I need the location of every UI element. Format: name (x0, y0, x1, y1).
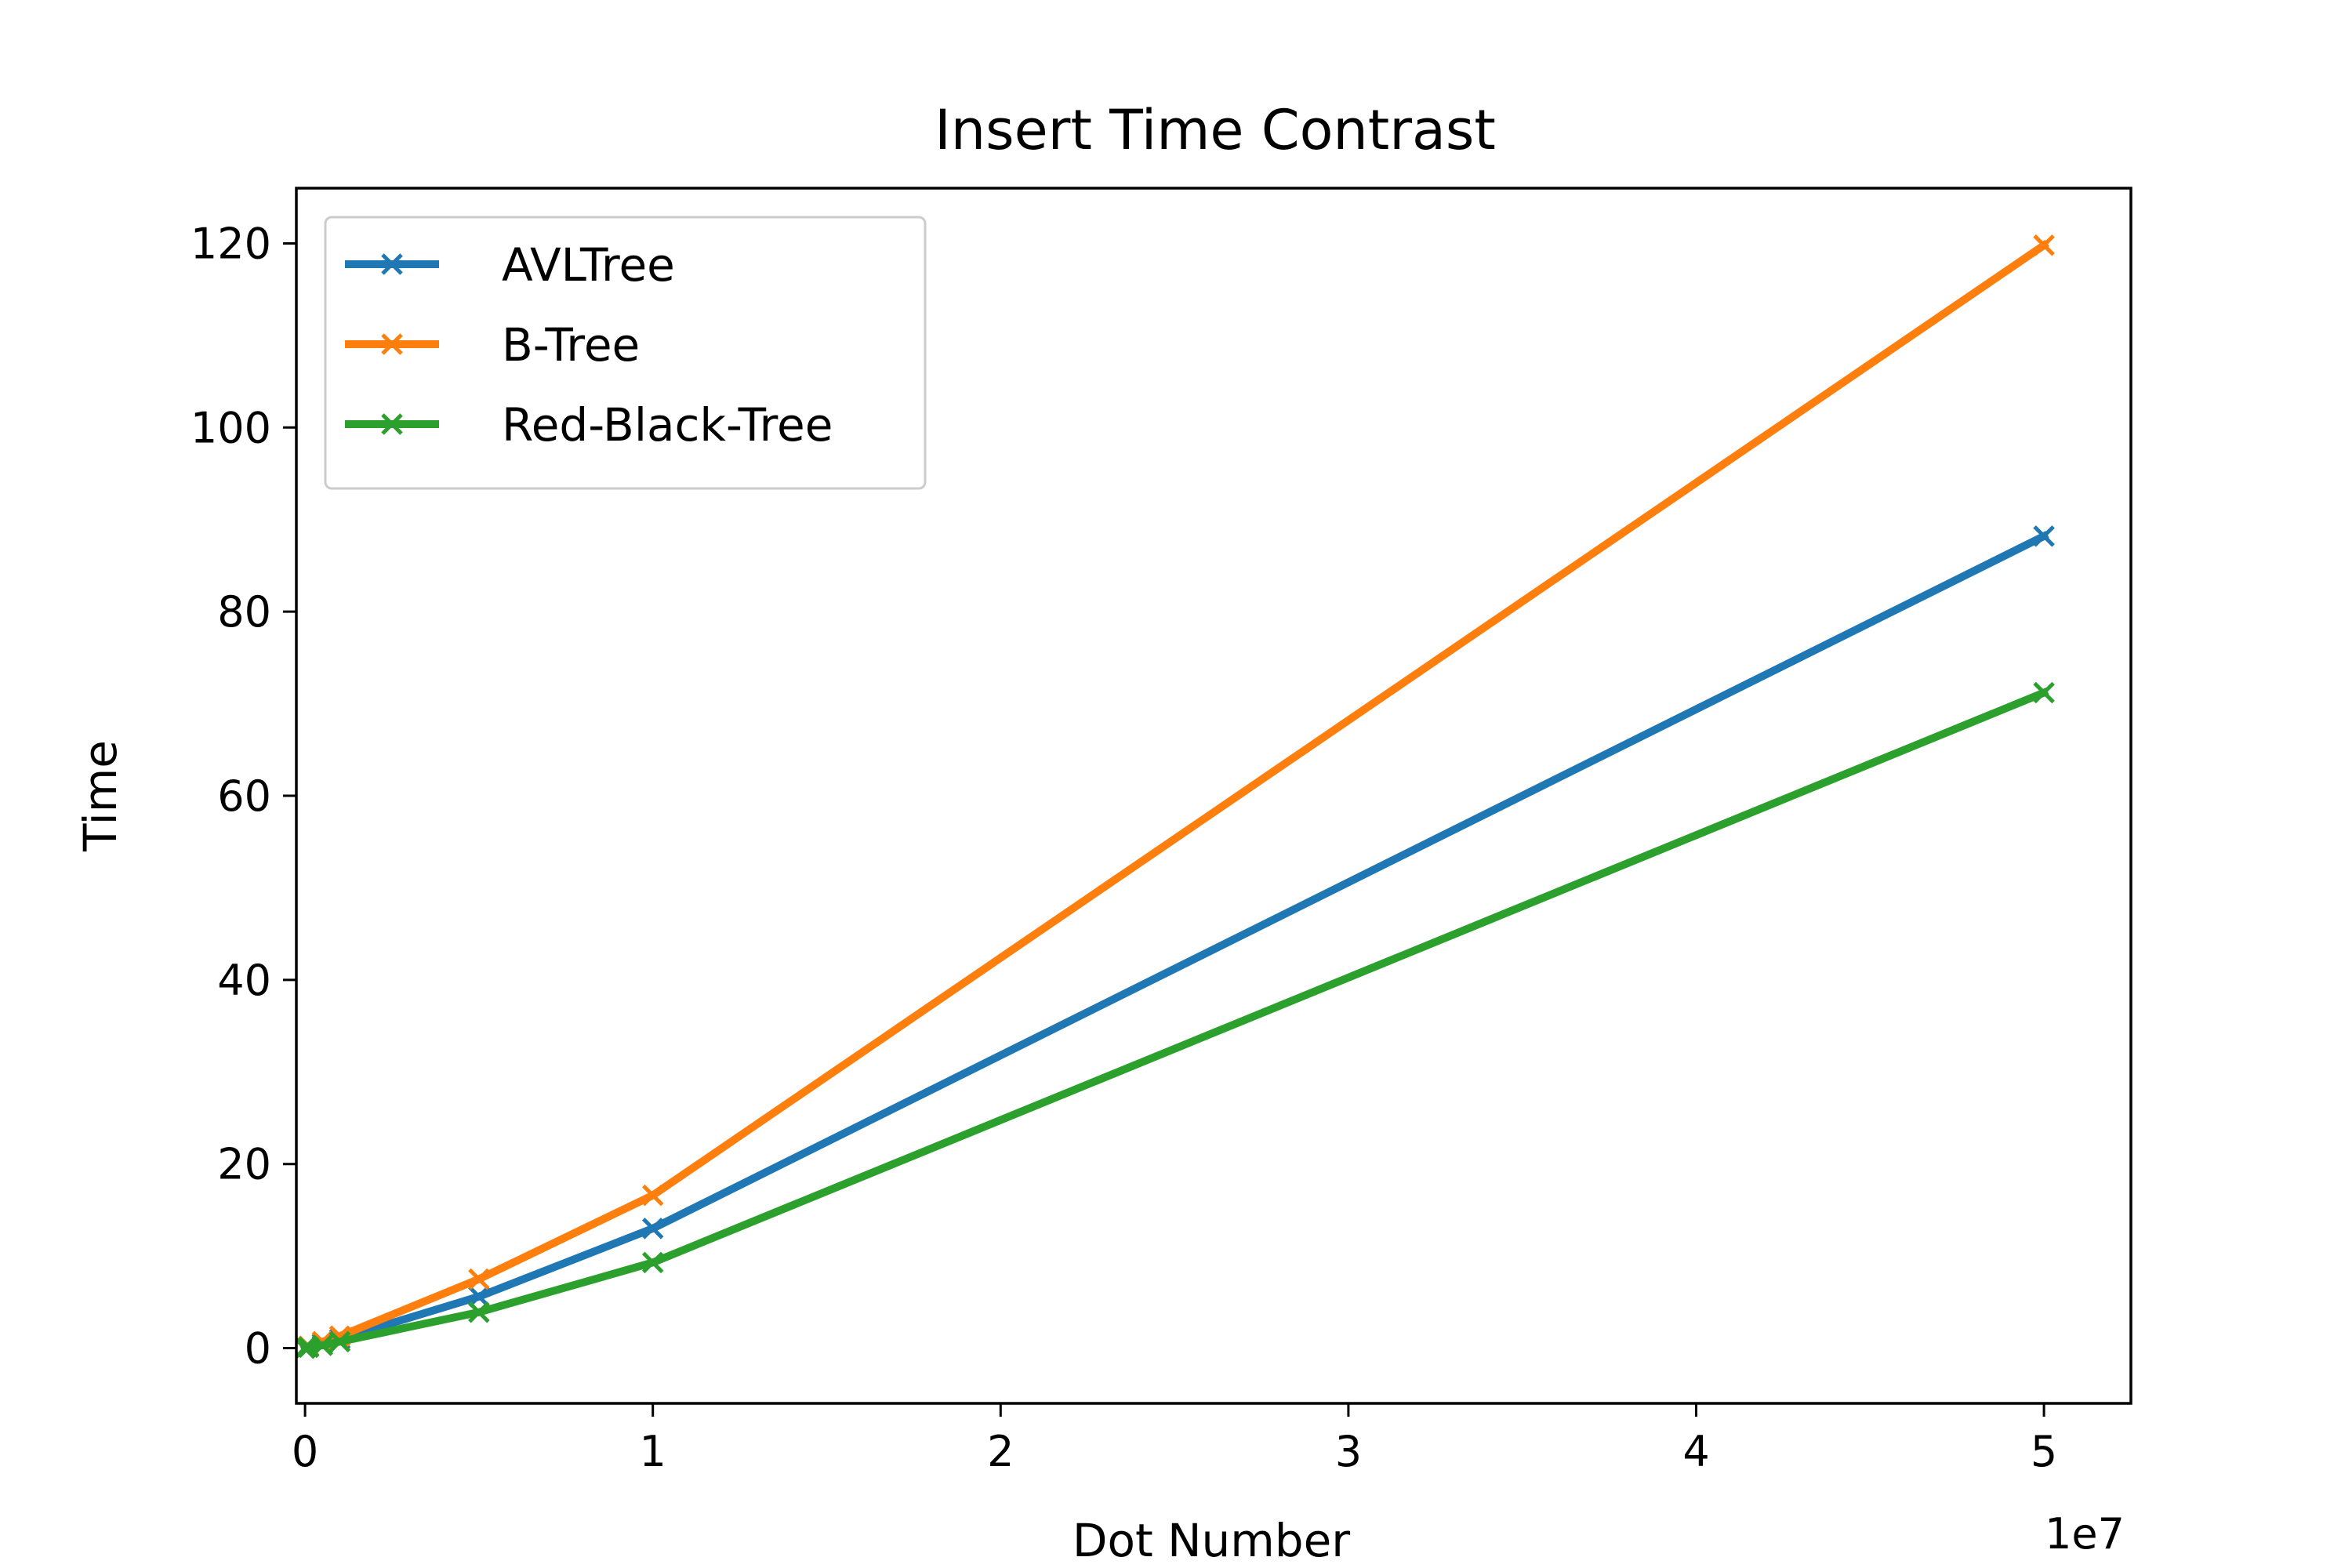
data-point-red-black-tree-6 (2033, 681, 2055, 704)
x-tick-label-5: 5 (2031, 1427, 2057, 1476)
y-axis-label: Time (74, 740, 127, 852)
data-point-avltree-6 (2033, 525, 2055, 547)
data-point-red-black-tree-4 (468, 1301, 490, 1323)
data-point-red-black-tree-5 (641, 1251, 664, 1274)
data-point-red-black-tree-2 (311, 1334, 334, 1356)
data-point-b-tree-5 (641, 1184, 664, 1207)
y-tick-label-6: 120 (191, 219, 271, 268)
legend-label-red-black-tree: Red-Black-Tree (502, 398, 833, 452)
y-tick-label-4: 80 (217, 587, 271, 637)
y-tick-label-2: 40 (217, 956, 271, 1005)
data-point-red-black-tree-3 (328, 1330, 351, 1353)
x-tick-label-0: 0 (292, 1427, 318, 1476)
legend-marker-b-tree (381, 333, 403, 355)
x-tick-label-4: 4 (1682, 1427, 1709, 1476)
legend-box (324, 216, 927, 490)
data-point-avltree-5 (641, 1218, 664, 1240)
y-tick-label-0: 0 (245, 1324, 271, 1374)
legend-marker-avltree (381, 253, 403, 275)
y-tick-label-5: 100 (191, 403, 271, 452)
x-tick-label-2: 2 (987, 1427, 1014, 1476)
legend-label-b-tree: B-Tree (502, 318, 640, 372)
legend: AVLTree B-Tree Red-Black-Tree (324, 216, 927, 490)
legend-label-avltree: AVLTree (502, 238, 675, 292)
chart-title: Insert Time Contrast (935, 98, 1496, 162)
axes: 0 1 2 3 4 5 0 20 40 60 80 100 120 (191, 187, 2132, 1476)
plot-area (296, 234, 2055, 1359)
x-tick-label-1: 1 (640, 1427, 666, 1476)
data-point-b-tree-6 (2033, 234, 2055, 256)
legend-marker-red-black-tree (381, 413, 403, 435)
data-point-b-tree-4 (468, 1268, 490, 1290)
series-group (296, 234, 2055, 1359)
y-tick-label-1: 20 (217, 1140, 271, 1189)
x-axis-label: Dot Number (1073, 1514, 1350, 1567)
y-tick-label-3: 60 (217, 771, 271, 821)
data-point-avltree-4 (468, 1286, 490, 1308)
x-axis-offset-label: 1e7 (2045, 1509, 2125, 1559)
x-tick-label-3: 3 (1335, 1427, 1362, 1476)
